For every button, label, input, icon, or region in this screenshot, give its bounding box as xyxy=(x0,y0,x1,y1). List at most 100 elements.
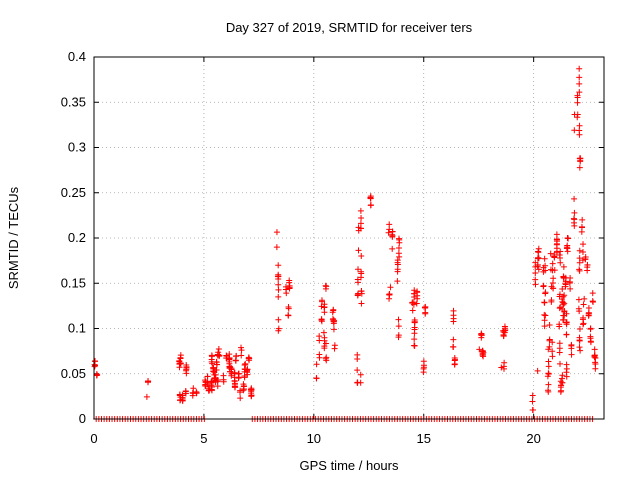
data-point xyxy=(476,346,483,353)
data-point xyxy=(210,364,217,371)
data-point xyxy=(542,289,549,296)
data-point xyxy=(556,252,563,259)
data-point xyxy=(563,319,570,326)
data-point xyxy=(330,316,337,323)
data-point xyxy=(273,244,280,251)
data-point xyxy=(580,241,587,248)
grid-layer xyxy=(94,57,604,419)
data-point xyxy=(592,365,599,372)
data-point xyxy=(563,319,570,326)
data-point xyxy=(584,262,591,269)
data-points xyxy=(91,65,599,422)
data-point xyxy=(227,364,234,371)
data-point xyxy=(285,304,292,311)
data-point xyxy=(451,361,458,368)
x-tick-label: 0 xyxy=(90,431,97,446)
data-point xyxy=(571,127,578,134)
data-point xyxy=(143,393,150,400)
data-point xyxy=(409,307,416,314)
data-point xyxy=(275,286,282,293)
data-point xyxy=(226,358,233,365)
data-point xyxy=(242,360,249,367)
data-point xyxy=(357,274,364,281)
data-point xyxy=(534,367,541,374)
data-point xyxy=(587,325,594,332)
data-point xyxy=(176,391,183,398)
data-point xyxy=(550,275,557,282)
data-point xyxy=(316,354,323,361)
data-point xyxy=(386,292,393,299)
data-point xyxy=(556,321,563,328)
data-point xyxy=(479,352,486,359)
x-tick-label: 10 xyxy=(307,431,321,446)
data-point xyxy=(282,286,289,293)
data-point xyxy=(396,236,403,243)
data-point xyxy=(584,267,591,274)
data-point xyxy=(329,309,336,316)
data-point xyxy=(547,250,554,257)
x-axis-label: GPS time / hours xyxy=(300,458,399,473)
data-point xyxy=(541,299,548,306)
data-point xyxy=(275,262,282,269)
data-point xyxy=(575,296,582,303)
x-tick-label: 20 xyxy=(526,431,540,446)
data-point xyxy=(575,305,582,312)
data-point xyxy=(387,284,394,291)
data-point xyxy=(323,357,330,364)
data-point xyxy=(587,338,594,345)
data-point xyxy=(395,323,402,330)
data-point xyxy=(541,323,548,330)
data-point xyxy=(576,89,583,96)
data-point xyxy=(215,346,222,353)
data-point xyxy=(546,343,553,350)
data-point xyxy=(535,255,542,262)
data-point xyxy=(574,92,581,99)
data-point xyxy=(589,298,596,305)
data-point xyxy=(544,373,551,380)
data-point xyxy=(553,241,560,248)
data-point xyxy=(574,114,581,121)
data-point xyxy=(581,295,588,302)
data-point xyxy=(580,301,587,308)
y-tick-label: 0.35 xyxy=(61,94,86,109)
data-point xyxy=(559,286,566,293)
data-point xyxy=(231,377,238,384)
data-point xyxy=(542,312,549,319)
x-tick-label: 15 xyxy=(417,431,431,446)
data-point xyxy=(564,235,571,241)
y-tick-label: 0.15 xyxy=(61,275,86,290)
data-point xyxy=(213,367,220,374)
y-tick-label: 0.1 xyxy=(68,321,86,336)
data-point xyxy=(561,300,568,307)
data-point xyxy=(275,271,282,278)
data-point xyxy=(394,278,401,285)
data-point xyxy=(451,355,458,362)
axis-layer: 0 0.05 0.1 0.15 0.2 0.25 0.3 0.35 0.4 0 5 10 15 20 xyxy=(61,49,604,446)
data-point xyxy=(450,307,457,314)
data-point xyxy=(580,320,587,327)
data-point xyxy=(320,329,327,336)
data-point xyxy=(275,325,282,332)
data-point xyxy=(556,349,563,356)
data-point xyxy=(540,283,547,290)
data-point xyxy=(237,395,244,402)
data-point xyxy=(246,357,253,364)
data-point xyxy=(546,322,553,329)
data-point xyxy=(576,344,583,351)
data-point xyxy=(394,261,401,268)
data-point xyxy=(541,255,548,262)
data-point xyxy=(414,292,421,299)
data-point xyxy=(576,80,583,87)
data-point xyxy=(240,387,247,394)
data-point xyxy=(238,347,245,354)
data-point xyxy=(313,361,320,368)
data-point xyxy=(560,263,567,270)
data-point xyxy=(571,216,578,223)
data-point xyxy=(231,383,238,390)
data-point xyxy=(589,290,596,297)
data-point xyxy=(420,358,427,365)
data-point xyxy=(530,406,537,413)
data-point xyxy=(556,340,563,347)
data-point xyxy=(176,364,183,371)
